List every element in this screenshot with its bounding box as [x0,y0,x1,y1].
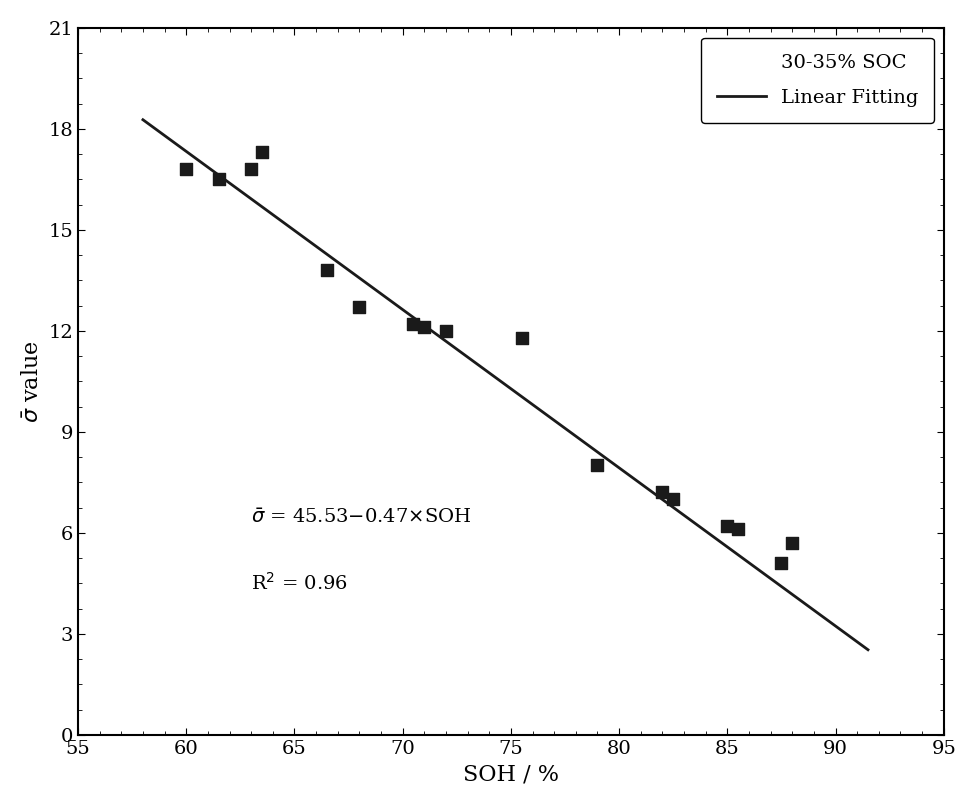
Point [319,264,335,276]
Text: $\bar{\sigma}$ = 45.53$-$0.47$\times$SOH: $\bar{\sigma}$ = 45.53$-$0.47$\times$SOH [251,509,472,527]
Point [254,146,270,159]
Text: R$^{2}$ = 0.96: R$^{2}$ = 0.96 [251,572,348,594]
Point [655,486,670,499]
Point [730,523,745,536]
Point [785,537,800,550]
X-axis label: SOH / %: SOH / % [463,763,559,785]
Point [405,318,421,330]
Point [179,163,194,176]
Point [774,557,789,570]
Point [514,331,530,344]
Point [590,459,606,472]
Point [243,163,259,176]
Y-axis label: $\bar{\sigma}$ value: $\bar{\sigma}$ value [21,340,43,422]
Point [665,492,681,505]
Point [719,520,735,533]
Point [416,321,432,334]
Point [211,172,227,185]
Point [438,324,453,337]
Legend: 30-35% SOC, Linear Fitting: 30-35% SOC, Linear Fitting [701,38,934,123]
Point [352,301,367,314]
